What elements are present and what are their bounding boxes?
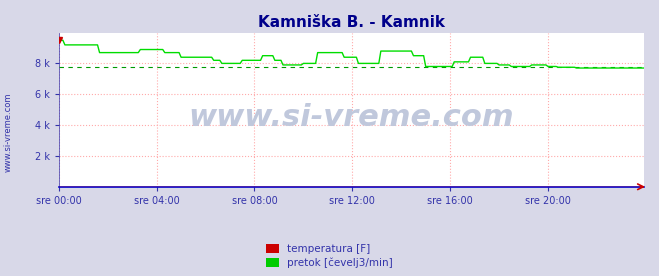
Text: www.si-vreme.com: www.si-vreme.com — [4, 93, 13, 172]
Title: Kamniška B. - Kamnik: Kamniška B. - Kamnik — [258, 15, 445, 30]
Legend: temperatura [F], pretok [čevelj3/min]: temperatura [F], pretok [čevelj3/min] — [266, 245, 393, 268]
Text: www.si-vreme.com: www.si-vreme.com — [188, 103, 514, 132]
